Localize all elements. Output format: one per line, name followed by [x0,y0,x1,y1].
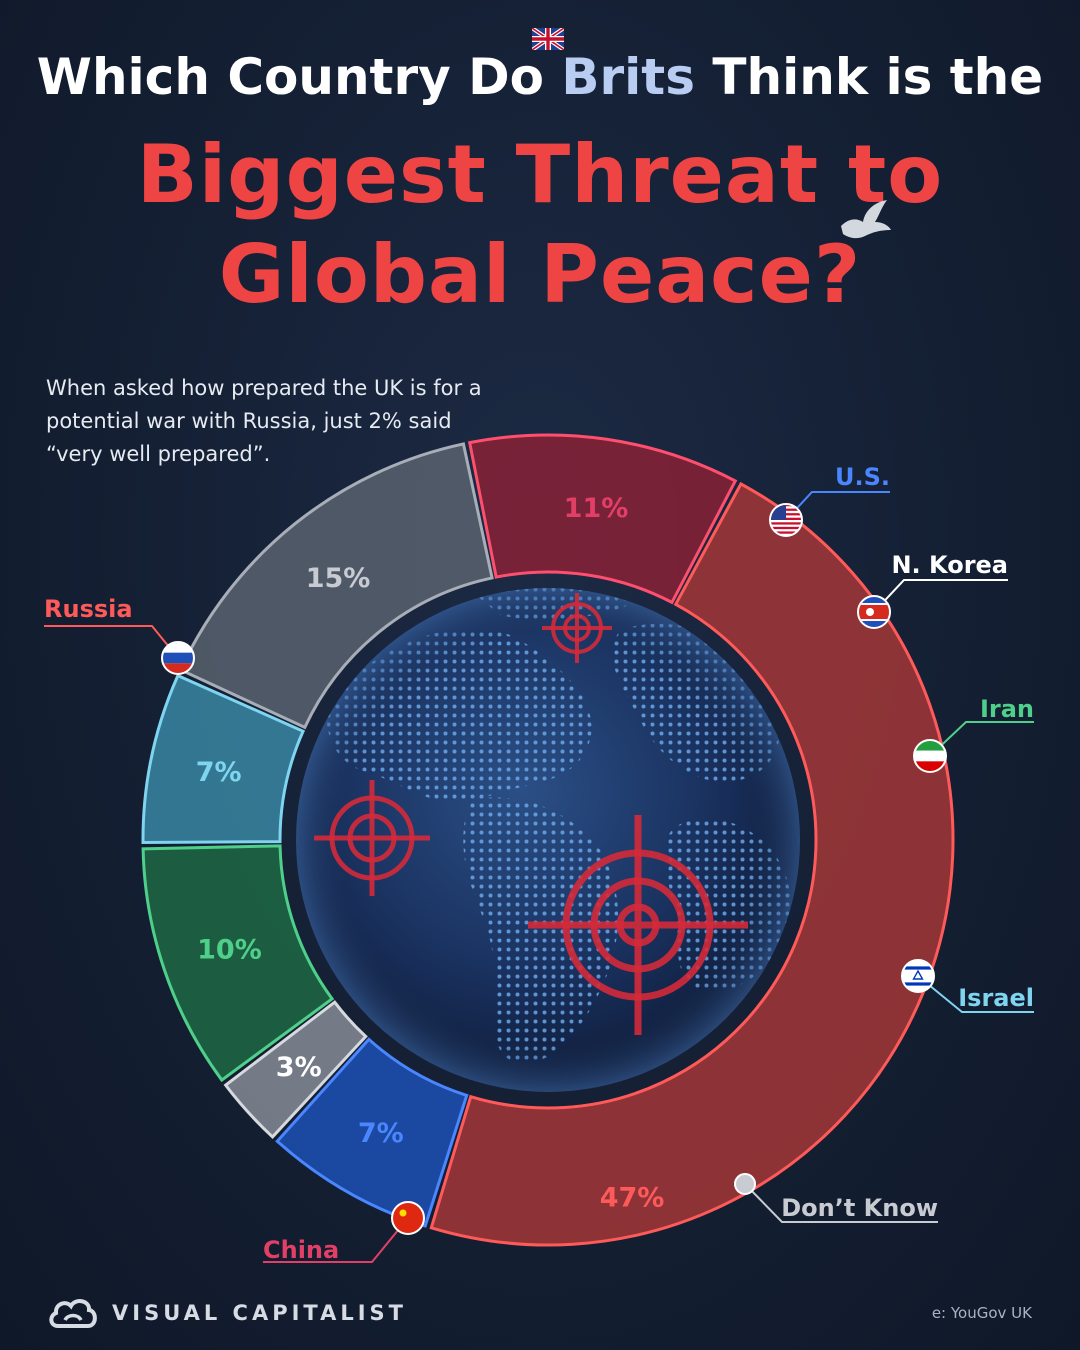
percent-label: 7% [196,757,242,788]
category-label: China [263,1236,339,1264]
percent-label: 47% [600,1183,665,1214]
percent-labels: 47% 7% 3% 10% 7% 15% 11% [196,493,665,1214]
category-label: Don’t Know [781,1194,938,1222]
title-line-3: Global Peace? [218,228,862,321]
dot-marker-icon [734,1173,756,1195]
brand-cloud-icon [49,1299,97,1328]
category-label: Iran [980,695,1034,723]
china-flag-icon [391,1201,425,1235]
category-label: Russia [44,595,133,623]
donut-segment-israel [141,673,306,844]
uk-flag-icon [532,28,564,50]
target-crosshair-icon [542,593,612,663]
percent-label: 15% [306,563,371,594]
subtitle-note: When asked how prepared the UK is for a … [46,376,482,466]
iran-flag-icon [913,739,947,773]
leader-line [44,625,179,659]
us-flag-icon [769,503,803,537]
source-note: e: YouGov UK [931,1304,1032,1322]
leader-line [744,1183,938,1223]
category-label: N. Korea [891,551,1008,579]
category-label: Israel [958,984,1034,1012]
donut-segment-don-t-know [178,442,494,730]
donut-segment-china [467,433,738,605]
title-highlight-brits: Brits [561,48,695,106]
percent-label: 3% [276,1052,322,1083]
donut-segment-russia [429,481,955,1247]
title-line-1-pre: Which Country Do [36,48,562,106]
brand-name: VISUAL CAPITALIST [112,1301,408,1325]
leader-line [263,1217,409,1263]
dove-icon [841,200,891,239]
percent-label: 7% [358,1118,404,1149]
percent-label: 11% [564,493,629,524]
north-korea-flag-icon [857,595,891,629]
title-line-2: Biggest Threat to [136,128,944,221]
donut-ring [141,433,955,1247]
russia-flag-icon [161,641,195,675]
category-callouts: Russia U.S. N. Korea Iran Israel Don’t Know Ch… [44,463,1034,1264]
leader-line [873,579,1008,613]
donut-segment-iran [141,844,335,1083]
percent-label: 10% [197,934,262,965]
donut-segment-u-s [275,1037,469,1228]
title-line-1: Which Country Do Brits Think is the [0,48,1080,106]
crosshair-targets [314,593,748,1035]
target-crosshair-icon [528,815,748,1035]
title-line-1-post: Think is the [694,48,1044,106]
category-label: U.S. [835,463,890,491]
globe-illustration [296,588,800,1092]
donut-segment-n-korea [223,1000,368,1140]
visual-capitalist-logo: VISUAL CAPITALIST [48,1296,407,1330]
target-crosshair-icon [314,780,430,896]
israel-flag-icon [901,959,935,993]
leader-line [917,975,1034,1013]
